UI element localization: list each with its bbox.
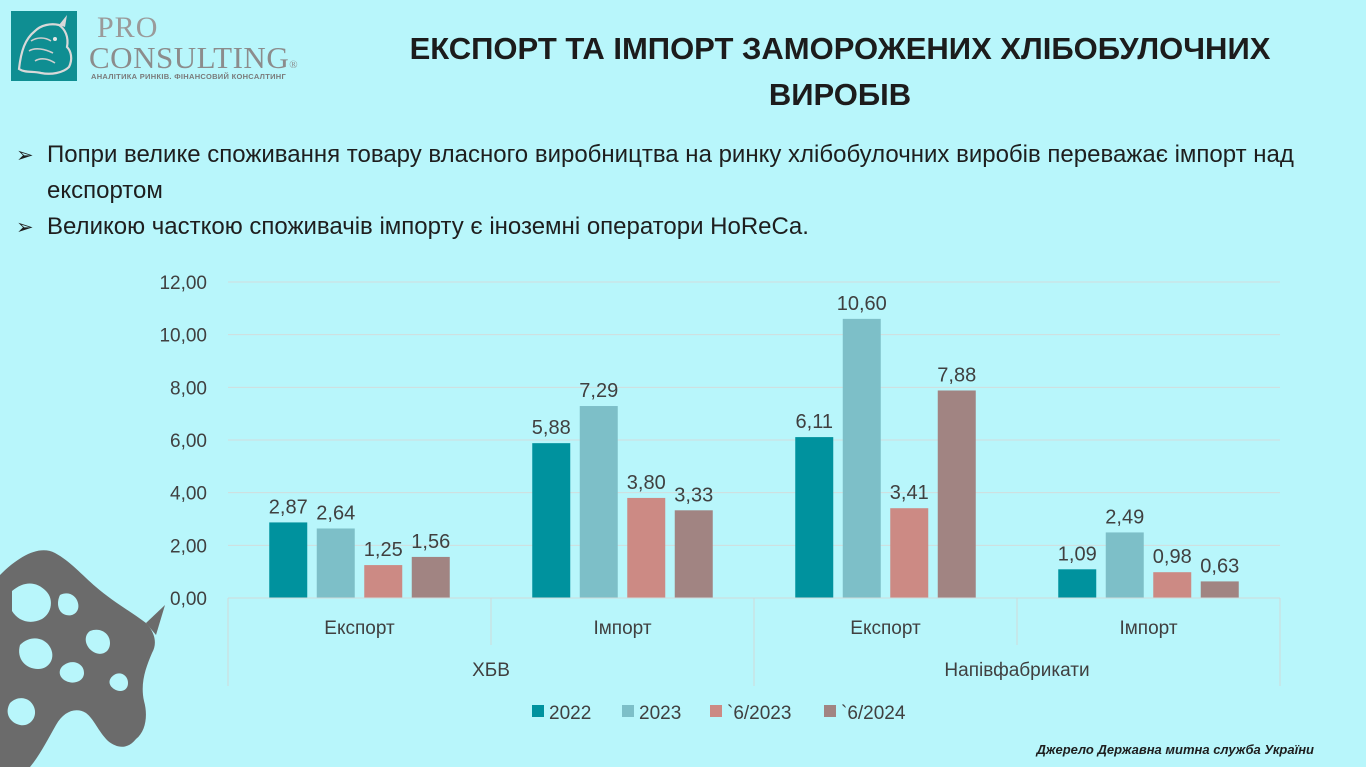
bar: [579, 406, 618, 598]
rhino-logo-icon: [11, 11, 77, 81]
bar: [1105, 532, 1144, 598]
legend-label: `6/2023: [727, 703, 791, 724]
data-label: 2,49: [1105, 506, 1144, 528]
bar: [890, 508, 929, 598]
y-axis-ticks: 0,00 2,00 4,00 6,00 8,00 10,00 12,00: [159, 273, 207, 610]
logo-pro-text: PRO: [97, 11, 159, 44]
data-label: 0,98: [1153, 546, 1192, 568]
y-tick-label: 8,00: [170, 378, 207, 399]
data-label: 3,80: [627, 472, 666, 494]
y-tick-label: 12,00: [159, 273, 207, 294]
legend-swatch: [824, 705, 836, 717]
legend-label: 2022: [549, 703, 591, 724]
y-tick-label: 10,00: [159, 326, 207, 347]
bar: [532, 443, 571, 598]
bar: [674, 510, 713, 598]
data-label: 2,64: [316, 502, 355, 524]
bullet-item: Великою часткою споживачів імпорту є іно…: [16, 209, 1346, 245]
bar: [842, 318, 881, 598]
bar: [1200, 581, 1239, 598]
x-tick-label: Експорт: [324, 618, 395, 639]
legend-swatch: [622, 705, 634, 717]
page-title: ЕКСПОРТ ТА ІМПОРТ ЗАМОРОЖЕНИХ ХЛІБОБУЛОЧ…: [409, 31, 1271, 112]
x-tick-label: Імпорт: [1119, 618, 1177, 639]
x-axis: Експорт Імпорт Експорт Імпорт ХБВ Напівфабрик…: [227, 597, 1281, 686]
data-label: 3,33: [674, 484, 713, 506]
data-label: 3,41: [890, 482, 929, 504]
bar: [795, 437, 834, 598]
logo-tagline: АНАЛІТИКА РИНКІВ. ФІНАНСОВИЙ КОНСАЛТИНГ: [91, 72, 287, 81]
bar: [627, 497, 666, 598]
x-group-label: ХБВ: [472, 660, 510, 681]
bar: [1153, 572, 1192, 598]
x-tick-label: Імпорт: [593, 618, 651, 639]
data-label: 1,25: [364, 539, 403, 561]
data-label: 0,63: [1200, 555, 1239, 577]
y-tick-label: 2,00: [170, 536, 207, 557]
y-tick-label: 4,00: [170, 484, 207, 505]
data-label: 7,88: [937, 364, 976, 386]
bar: [1058, 569, 1097, 598]
bar: [269, 522, 308, 598]
bar: [364, 565, 403, 598]
data-label: 5,88: [532, 417, 571, 439]
y-tick-label: 0,00: [170, 589, 207, 610]
company-logo: PRO CONSULTING® АНАЛІТИКА РИНКІВ. ФІНАНС…: [11, 11, 331, 83]
bar: [316, 528, 355, 598]
data-labels: 2,87 5,88 6,11 1,09 2,64 7,29 10,60 2,49 1,25 3,8…: [269, 293, 1239, 578]
legend-label: 2023: [639, 703, 681, 724]
data-label: 10,60: [837, 293, 887, 315]
legend-swatch: [532, 705, 544, 717]
legend-swatch: [710, 705, 722, 717]
rhino-decoration-icon: [0, 550, 165, 767]
bullet-item: Попри велике споживання товару власного …: [16, 137, 1346, 209]
legend-label: `6/2024: [841, 703, 906, 724]
x-group-label: Напівфабрикати: [944, 660, 1089, 681]
y-tick-label: 6,00: [170, 431, 207, 452]
bullet-list: Попри велике споживання товару власного …: [16, 137, 1346, 245]
bar: [937, 390, 976, 598]
chart-legend: 2022 2023 `6/2023 `6/2024: [532, 703, 906, 724]
bar: [411, 556, 450, 598]
data-label: 1,56: [411, 531, 450, 553]
chart-bars: [269, 318, 1239, 598]
x-tick-label: Експорт: [850, 618, 921, 639]
data-label: 7,29: [579, 380, 618, 402]
data-label: 2,87: [269, 496, 308, 518]
source-note: Джерело Державна митна служба України: [1036, 742, 1315, 757]
data-label: 6,11: [796, 411, 833, 433]
data-label: 1,09: [1058, 543, 1097, 565]
logo-consulting-text: CONSULTING®: [89, 40, 299, 75]
